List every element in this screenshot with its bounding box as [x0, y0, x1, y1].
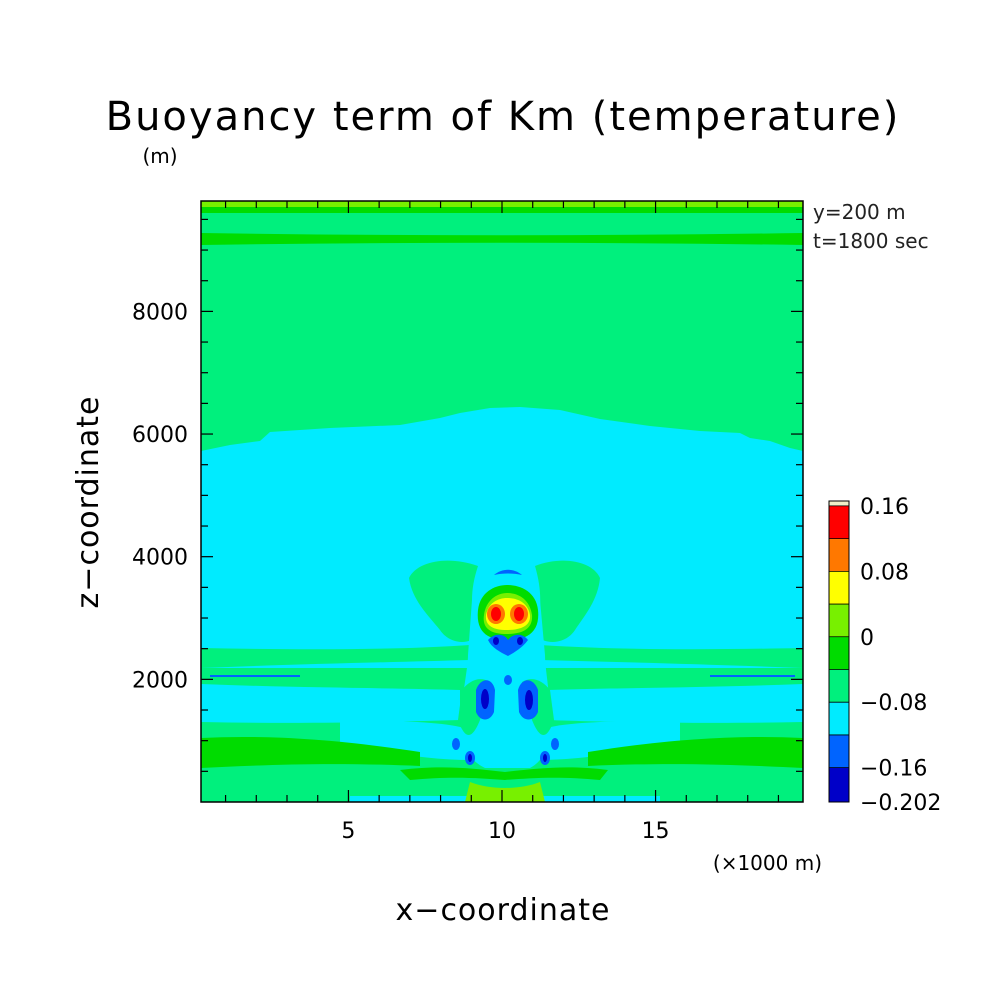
contour-field — [201, 201, 803, 802]
lobe-left — [409, 560, 478, 642]
dark-dot-low-left — [468, 754, 472, 762]
core-left-red — [491, 607, 501, 621]
colorbar-swatch — [829, 767, 849, 802]
dark-dot-mid-right — [517, 637, 523, 645]
colorbar-tick-labels: 0.16 0.08 0 −0.08 −0.16 −0.202 — [860, 495, 941, 816]
bottom-core — [465, 782, 545, 802]
y-axis-label: z−coordinate — [71, 396, 106, 609]
dark-dot-low-right — [543, 754, 547, 762]
colorbar-swatch — [829, 505, 849, 539]
x-tick-label: 5 — [341, 819, 355, 844]
plume-cap-blue — [494, 569, 522, 575]
dark-dot-mid-left — [493, 637, 499, 645]
y-tick-label: 4000 — [132, 546, 188, 571]
colorbar-swatch — [829, 702, 849, 735]
colorbar-tick-label: 0 — [860, 626, 874, 651]
colorbar-swatch — [829, 538, 849, 572]
dark-cell-left — [481, 689, 489, 709]
x-tick-label: 15 — [642, 819, 670, 844]
colorbar-tick-label: 0.08 — [860, 560, 909, 585]
cyan-wedge-right — [540, 721, 680, 760]
colorbar-swatch — [829, 501, 849, 506]
x-tick-label: 10 — [488, 819, 516, 844]
y-tick-label: 2000 — [132, 668, 188, 693]
blue-dot-center — [504, 675, 512, 685]
colorbar — [828, 500, 850, 803]
green-band-left — [201, 736, 420, 768]
cyan-wedge-left — [340, 721, 470, 760]
colorbar-tick-label: −0.202 — [860, 791, 941, 816]
colorbar-swatch — [829, 734, 849, 768]
axis-ticks — [201, 201, 803, 802]
dark-cell-right — [525, 690, 533, 710]
core-right-red — [514, 607, 524, 621]
annotation-y: y=200 m — [813, 200, 906, 224]
x-axis-label: x−coordinate — [396, 893, 611, 928]
cyan-lower-left — [201, 684, 460, 723]
blue-dot-lower-left — [452, 738, 460, 750]
chart-title: Buoyancy term of Km (temperature) — [106, 94, 901, 140]
blue-dot-lower-right — [551, 738, 559, 750]
y-unit-label: (m) — [142, 144, 177, 168]
lobe-right — [535, 560, 600, 642]
colorbar-swatch — [829, 636, 849, 670]
y-tick-label: 6000 — [132, 423, 188, 448]
annotation-t: t=1800 sec — [813, 229, 929, 253]
band-upper — [201, 233, 803, 245]
green-band-bottom — [400, 767, 608, 780]
colorbar-swatch — [829, 571, 849, 605]
cyan-layer — [201, 407, 803, 668]
x-unit-label: (×1000 m) — [713, 851, 822, 875]
colorbar-swatch — [829, 604, 849, 637]
green-band-right — [588, 736, 803, 768]
colorbar-tick-label: −0.16 — [860, 757, 927, 782]
colorbar-tick-label: 0.16 — [860, 495, 909, 520]
colorbar-tick-label: −0.08 — [860, 691, 927, 716]
y-tick-label: 8000 — [132, 300, 188, 325]
x-tick-labels: 5 10 15 — [341, 819, 669, 844]
cyan-lower-right — [548, 684, 803, 723]
colorbar-swatch — [829, 669, 849, 703]
y-tick-labels: 2000 4000 6000 8000 — [132, 300, 188, 693]
